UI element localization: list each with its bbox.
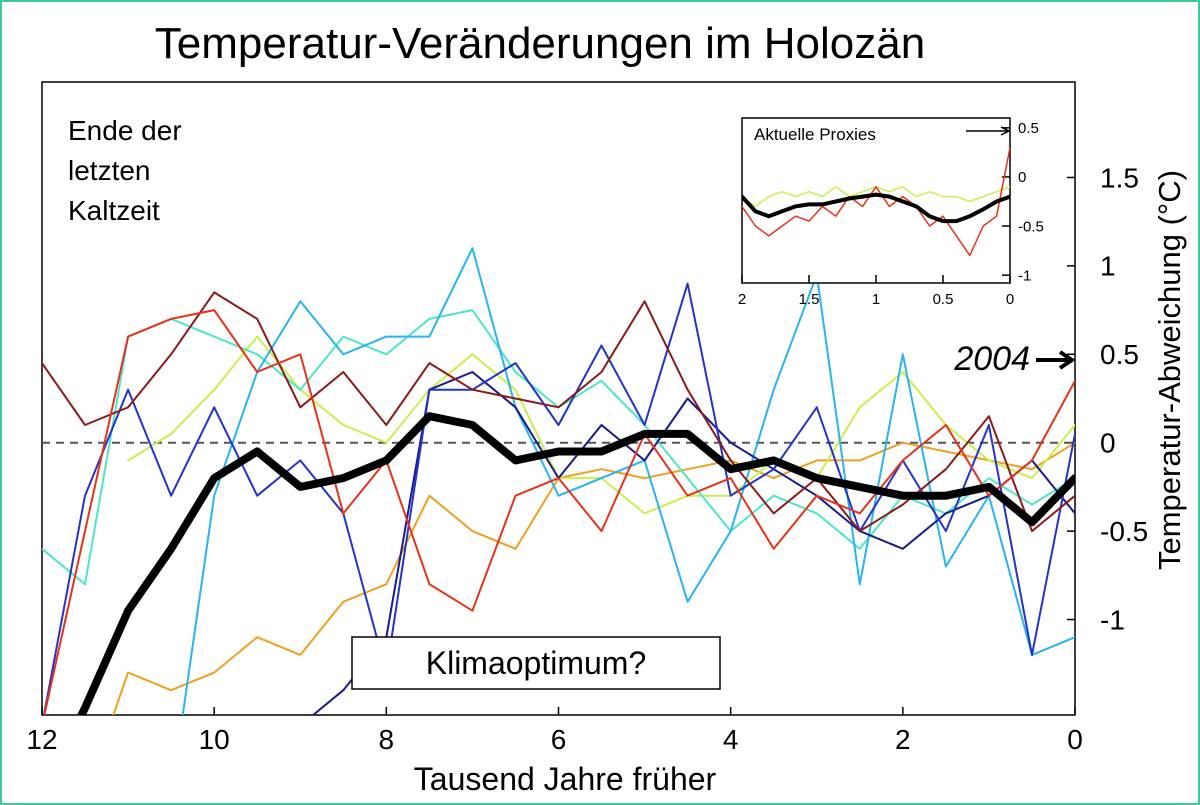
series-line: [181, 247, 1075, 715]
annotation-box: [351, 636, 721, 690]
chart-title: Temperatur-Veränderungen im Holozän: [155, 19, 925, 68]
annotation: Kaltzeit: [68, 195, 160, 226]
series-line: [77, 412, 1075, 715]
x-tick-label: 1.5: [799, 291, 820, 308]
y-tick-label: 0.5: [1018, 120, 1039, 137]
series-line: [42, 291, 1075, 533]
series-line: [742, 146, 1010, 257]
annotation: Klimaoptimum?: [426, 645, 647, 681]
annotation: 2004: [953, 340, 1030, 378]
y-axis-label: Temperatur-Abweichung (°C): [1152, 170, 1187, 570]
x-tick-label: 4: [723, 724, 739, 755]
x-tick-label: 0: [1006, 291, 1014, 308]
arrow: [1036, 350, 1076, 370]
x-tick-label: 0.5: [933, 291, 954, 308]
inset-title: Aktuelle Proxies: [754, 125, 876, 144]
x-tick-label: 10: [199, 724, 230, 755]
y-tick-label: -0.5: [1018, 218, 1044, 235]
x-tick-label: 6: [551, 724, 567, 755]
annotation: Ende der: [68, 115, 182, 146]
series-line: [742, 192, 1010, 224]
x-tick-label: 2: [738, 291, 746, 308]
inset-plot: Aktuelle Proxies -1 -0.5 0 0.5 2 1.5 1 0.5 0: [738, 117, 1044, 308]
series-line: [43, 309, 1075, 715]
x-tick-label: 12: [26, 724, 57, 755]
x-tick-label: 2: [895, 724, 911, 755]
y-tick-label: 1.5: [1100, 162, 1139, 193]
y-tick-label: 1: [1100, 251, 1116, 282]
y-tick-label: 0.5: [1100, 339, 1139, 370]
y-tick-label: 0: [1100, 428, 1116, 459]
annotation: letzten: [68, 155, 151, 186]
arrow: [966, 126, 1011, 136]
x-tick-label: 0: [1067, 724, 1083, 755]
y-tick-label: -0.5: [1100, 516, 1148, 547]
x-tick-label: 8: [379, 724, 395, 755]
x-axis-label: Tausend Jahre früher: [414, 761, 717, 797]
series-line: [112, 441, 1075, 715]
x-tick-label: 1: [872, 291, 880, 308]
y-tick-label: -1: [1100, 604, 1125, 635]
y-tick-label: 0: [1018, 169, 1026, 186]
y-tick-label: -1: [1018, 267, 1031, 284]
